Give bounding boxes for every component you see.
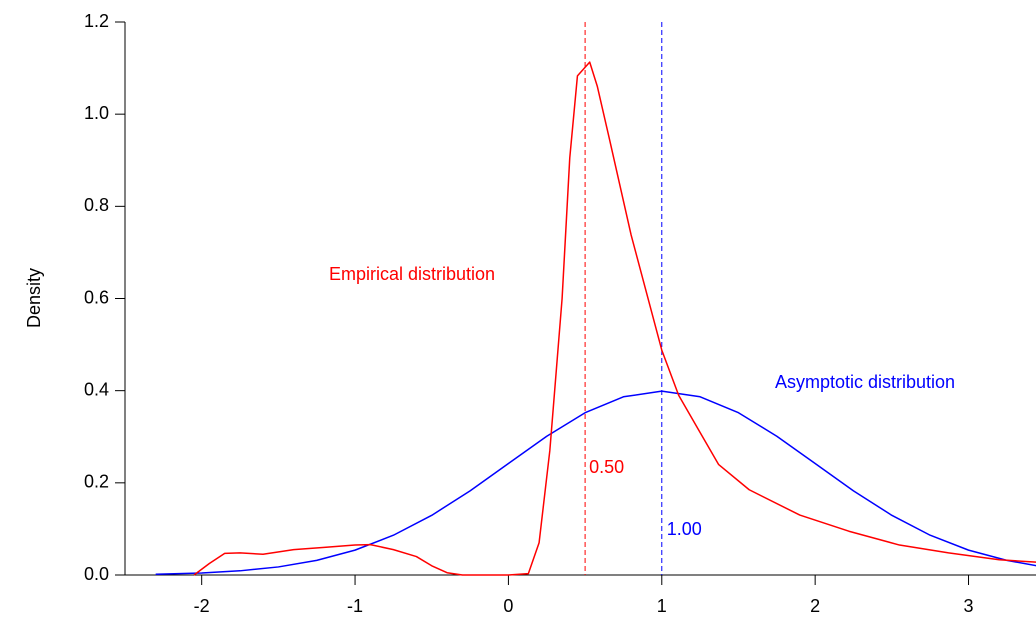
series-line	[155, 390, 1036, 575]
y-axis-label: Density	[24, 268, 44, 328]
x-tick-label: -2	[194, 596, 210, 616]
y-tick-label: 1.0	[84, 103, 109, 123]
x-tick-label: 2	[810, 596, 820, 616]
series-annotation: Empirical distribution	[329, 264, 495, 284]
y-tick-label: 0.2	[84, 472, 109, 492]
x-tick-label: -1	[347, 596, 363, 616]
y-tick-label: 0.4	[84, 379, 109, 399]
series-line	[193, 61, 1036, 576]
series-annotation: Asymptotic distribution	[775, 372, 955, 392]
x-tick-label: 0	[503, 596, 513, 616]
y-tick-label: 0.6	[84, 287, 109, 307]
reference-label: 0.50	[589, 457, 624, 477]
y-tick-label: 1.2	[84, 11, 109, 31]
x-tick-label: 1	[657, 596, 667, 616]
reference-label: 1.00	[667, 519, 702, 539]
x-tick-label: 3	[964, 596, 974, 616]
y-tick-label: 0.0	[84, 564, 109, 584]
y-tick-label: 0.8	[84, 195, 109, 215]
